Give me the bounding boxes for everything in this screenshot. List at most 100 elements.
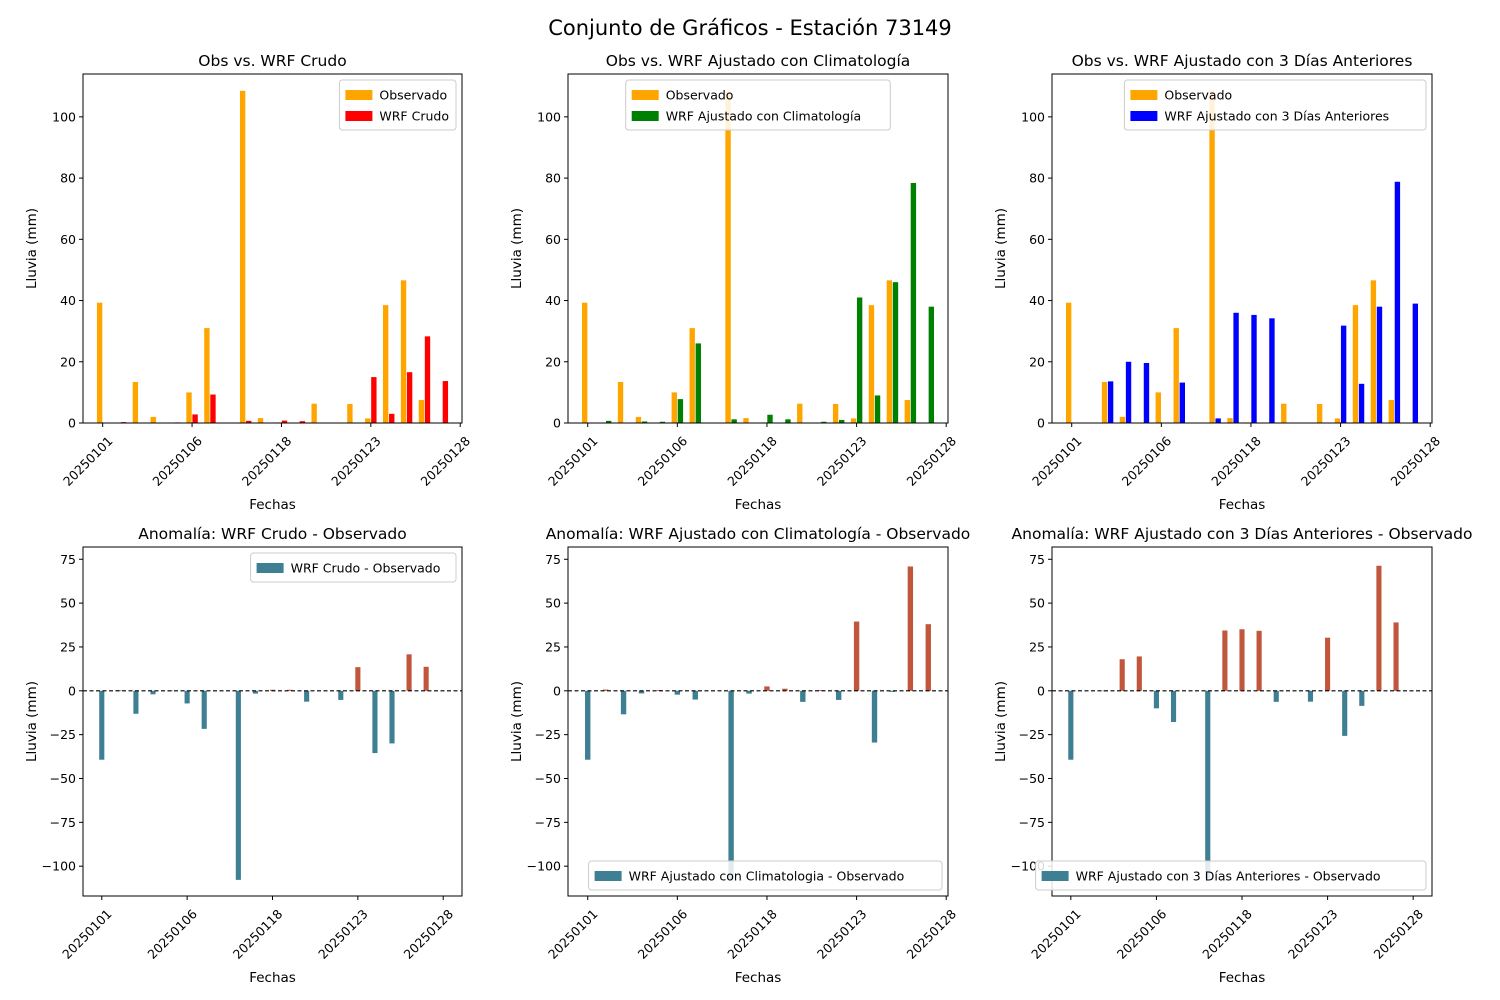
bar-anomaly-negative xyxy=(620,690,627,715)
bar-observed xyxy=(186,392,192,423)
bar-observed xyxy=(868,305,875,423)
bar-wrf xyxy=(281,420,288,423)
bar-wrf xyxy=(731,419,737,423)
axes-frame xyxy=(1051,546,1433,897)
bar-anomaly-positive xyxy=(423,666,429,691)
y-axis-label: Lluvia (mm) xyxy=(509,681,525,762)
bar-observed xyxy=(1388,400,1394,423)
bar-anomaly-negative xyxy=(1273,690,1279,702)
bar-anomaly-positive xyxy=(1325,637,1331,691)
x-tick-label: 20250118 xyxy=(724,906,780,962)
bar-anomaly-negative xyxy=(871,690,878,743)
bar-wrf xyxy=(1107,381,1114,423)
x-tick-label: 20250128 xyxy=(904,906,960,962)
y-tick-label: 0 xyxy=(68,683,76,698)
y-tick-label: −50 xyxy=(50,771,76,786)
x-tick-label: 20250128 xyxy=(401,906,457,962)
x-tick-label: 20250106 xyxy=(635,433,691,489)
bar-anomaly-negative xyxy=(1170,690,1177,723)
bar-wrf xyxy=(892,282,899,423)
y-tick-label: −75 xyxy=(50,815,76,830)
bar-anomaly-negative xyxy=(746,690,752,694)
bar-observed xyxy=(365,418,371,423)
x-tick-label: 20250128 xyxy=(418,433,474,489)
bar-anomaly-negative xyxy=(674,690,681,695)
chart-title: Obs vs. WRF Ajustado con Climatología xyxy=(606,52,911,70)
x-tick-label: 20250123 xyxy=(328,433,384,489)
bar-wrf xyxy=(928,306,935,423)
chart-title: Anomalía: WRF Ajustado con Climatología … xyxy=(546,525,971,543)
bar-observed xyxy=(1352,305,1359,423)
bar-wrf xyxy=(695,343,701,423)
bar-observed xyxy=(1155,392,1161,423)
x-tick-label: 20250106 xyxy=(1114,906,1170,962)
bar-wrf xyxy=(299,421,306,423)
bar-observed xyxy=(239,90,246,424)
bar-anomaly-positive xyxy=(782,688,788,691)
legend-label: Observado xyxy=(1164,88,1232,103)
x-tick-label: 20250101 xyxy=(545,906,601,962)
legend-label: WRF Crudo xyxy=(379,109,449,124)
x-axis-label: Fechas xyxy=(249,970,296,986)
bar-anomaly-positive xyxy=(925,624,931,691)
legend-swatch xyxy=(1041,871,1069,881)
bar-observed xyxy=(96,302,103,423)
bar-anomaly-positive xyxy=(1393,622,1399,691)
bar-anomaly-positive xyxy=(818,690,824,691)
bar-observed xyxy=(311,403,317,423)
y-tick-label: 100 xyxy=(1021,109,1045,124)
legend-box xyxy=(250,552,457,583)
bar-observed xyxy=(743,418,749,423)
bar-observed xyxy=(850,418,857,423)
x-tick-label: 20250118 xyxy=(724,433,780,489)
bar-wrf xyxy=(874,395,881,423)
y-tick-label: 0 xyxy=(553,683,561,698)
bar-wrf xyxy=(1376,306,1383,423)
bar-observed xyxy=(1281,403,1287,423)
y-axis-label: Lluvia (mm) xyxy=(509,208,525,289)
bar-anomaly-negative xyxy=(372,690,378,754)
x-tick-label: 20250123 xyxy=(814,433,870,489)
y-tick-label: −75 xyxy=(535,815,561,830)
bar-wrf xyxy=(659,421,666,423)
bar-wrf xyxy=(1125,361,1132,423)
bar-anomaly-positive xyxy=(287,689,293,691)
x-tick-label: 20250128 xyxy=(904,433,960,489)
legend-swatch xyxy=(631,90,659,100)
bar-anomaly-negative xyxy=(585,690,591,760)
legend-swatch xyxy=(594,871,622,881)
bar-anomaly-positive xyxy=(406,654,412,691)
y-tick-label: 20 xyxy=(60,354,76,369)
bar-wrf xyxy=(1358,383,1365,423)
bar-anomaly-positive xyxy=(907,566,914,691)
legend-swatch xyxy=(1130,111,1158,121)
y-tick-label: 25 xyxy=(1029,639,1045,654)
y-tick-label: −50 xyxy=(535,771,561,786)
bar-observed xyxy=(1173,328,1179,423)
bar-wrf xyxy=(1233,312,1239,423)
x-tick-label: 20250106 xyxy=(144,906,200,962)
y-tick-label: 60 xyxy=(60,232,76,247)
x-tick-label: 20250128 xyxy=(1388,433,1444,489)
bar-anomaly-positive xyxy=(1256,630,1262,691)
bar-anomaly-positive xyxy=(764,686,770,691)
bar-wrf xyxy=(856,297,863,423)
x-tick-label: 20250101 xyxy=(545,433,601,489)
bar-observed xyxy=(1065,302,1072,423)
bar-wrf xyxy=(677,399,684,423)
bar-anomaly-negative xyxy=(133,690,139,714)
bar-wrf xyxy=(1215,418,1221,423)
legend-swatch xyxy=(1130,90,1158,100)
bar-anomaly-negative xyxy=(1307,690,1314,702)
bar-anomaly-negative xyxy=(252,690,258,694)
legend-label: WRF Ajustado con Climatologia - Observad… xyxy=(629,869,905,884)
bar-anomaly-negative xyxy=(728,690,734,879)
bar-observed xyxy=(418,400,425,423)
bar-observed xyxy=(1370,280,1377,423)
bar-anomaly-positive xyxy=(602,689,609,691)
bar-wrf xyxy=(821,421,827,423)
bar-wrf xyxy=(389,413,395,423)
y-tick-label: 60 xyxy=(545,232,561,247)
legend-swatch xyxy=(345,90,373,100)
bar-observed xyxy=(347,404,353,423)
